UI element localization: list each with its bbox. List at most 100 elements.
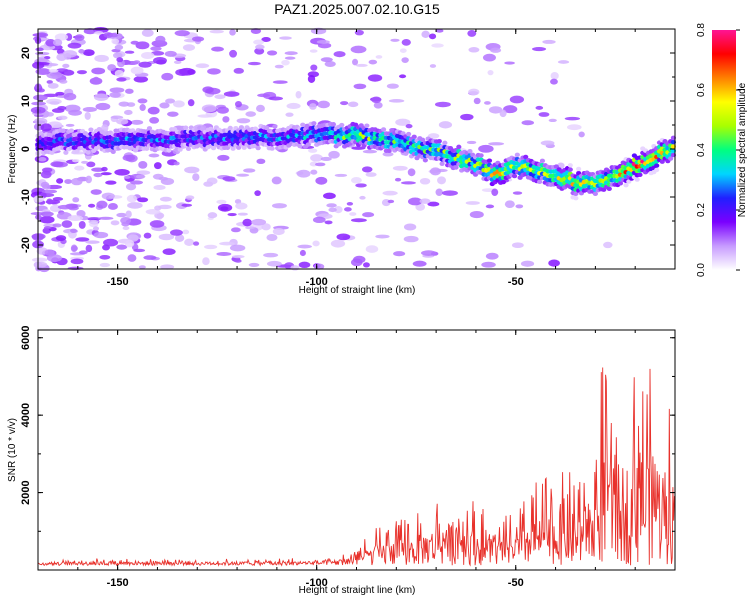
heatmap-noise-cell	[299, 249, 306, 257]
heatmap-ridge-cell	[255, 145, 261, 151]
heatmap-noise-cell	[363, 262, 370, 268]
heatmap-ridge-cell	[654, 163, 660, 168]
heatmap-noise-cell	[74, 165, 85, 171]
heatmap-ridge-cell	[486, 158, 493, 163]
heatmap-ridge-cell	[380, 127, 387, 132]
heatmap-y-tick-label: 0	[20, 146, 32, 152]
heatmap-noise-cell	[394, 177, 402, 182]
heatmap-noise-cell	[285, 112, 294, 117]
heatmap-noise-cell	[62, 63, 70, 68]
heatmap-noise-cell	[85, 175, 92, 184]
heatmap-noise-cell	[150, 46, 162, 51]
heatmap-ridge-cell	[297, 143, 303, 149]
heatmap-noise-cell	[35, 51, 50, 56]
heatmap-noise-cell	[72, 197, 80, 203]
heatmap-noise-cell	[174, 234, 185, 242]
heatmap-noise-cell	[375, 55, 383, 59]
heatmap-noise-cell	[96, 200, 108, 209]
heatmap-noise-cell	[438, 121, 453, 129]
heatmap-noise-cell	[328, 150, 340, 159]
heatmap-noise-cell	[35, 47, 44, 52]
heatmap-y-axis-label: Frequency (Hz)	[7, 115, 18, 184]
heatmap-noise-cell	[261, 37, 271, 42]
heatmap-noise-cell	[165, 98, 176, 104]
heatmap-noise-cell	[44, 249, 55, 256]
heatmap-noise-cell	[401, 57, 409, 63]
heatmap-noise-cell	[46, 254, 62, 263]
heatmap-noise-cell	[481, 261, 496, 268]
heatmap-noise-cell	[403, 223, 417, 231]
heatmap-noise-cell	[154, 205, 162, 211]
heatmap-noise-cell	[35, 32, 49, 38]
heatmap-noise-cell	[116, 57, 124, 63]
heatmap-noise-cell	[136, 170, 151, 175]
heatmap-ridge-cell	[637, 172, 643, 178]
heatmap-ridge-cell	[60, 128, 66, 133]
heatmap-noise-cell	[542, 39, 556, 44]
heatmap-noise-cell	[94, 30, 104, 35]
heatmap-noise-cell	[419, 198, 431, 204]
heatmap-noise-cell	[56, 53, 67, 61]
heatmap-noise-cell	[352, 58, 359, 66]
heatmap-noise-cell	[460, 113, 474, 121]
heatmap-noise-cell	[336, 233, 351, 241]
heatmap-noise-cell	[243, 168, 256, 173]
heatmap-noise-cell	[74, 34, 85, 41]
heatmap-noise-cell	[109, 33, 118, 38]
snr-y-tick-label: 6000	[20, 325, 32, 349]
heatmap-ridge-cell	[227, 125, 233, 131]
heatmap-ridge-cell	[573, 191, 579, 197]
heatmap-noise-cell	[217, 154, 230, 161]
heatmap-noise-cell	[127, 202, 143, 209]
heatmap-y-tick-label: 20	[20, 47, 32, 59]
heatmap-noise-cell	[350, 45, 367, 54]
heatmap-noise-cell	[263, 252, 279, 258]
heatmap-noise-cell	[93, 172, 103, 178]
heatmap-ridge-cell	[272, 124, 278, 129]
heatmap-noise-cell	[38, 193, 55, 198]
heatmap-noise-cell	[83, 28, 97, 35]
heatmap-noise-cell	[63, 92, 77, 101]
heatmap-noise-cell	[222, 176, 236, 182]
heatmap-noise-cell	[33, 94, 48, 101]
heatmap-noise-cell	[401, 38, 411, 46]
heatmap-noise-cell	[173, 60, 182, 64]
heatmap-noise-cell	[167, 111, 179, 117]
heatmap-noise-cell	[387, 199, 395, 204]
heatmap-ridge-cell	[567, 167, 573, 172]
heatmap-noise-cell	[114, 69, 124, 78]
heatmap-noise-cell	[75, 237, 90, 242]
heatmap-noise-cell	[248, 61, 261, 66]
heatmap-ridge-cell	[210, 145, 217, 151]
heatmap-noise-cell	[227, 212, 237, 217]
heatmap-noise-cell	[136, 174, 146, 179]
heatmap-noise-cell	[482, 53, 496, 62]
heatmap-noise-cell	[181, 203, 193, 207]
heatmap-noise-cell	[310, 169, 318, 175]
heatmap-noise-cell	[160, 264, 175, 270]
heatmap-noise-cell	[211, 46, 224, 52]
heatmap-noise-cell	[92, 226, 100, 231]
heatmap-ridge-cell	[623, 182, 629, 188]
colorbar-tick-label: 0.8	[696, 23, 707, 37]
heatmap-noise-cell	[46, 71, 63, 79]
heatmap-ridge-cell	[88, 127, 94, 132]
heatmap-noise-cell	[548, 118, 557, 123]
heatmap-noise-cell	[46, 198, 53, 205]
heatmap-noise-cell	[421, 30, 430, 38]
heatmap-noise-cell	[153, 162, 162, 170]
heatmap-y-tick-label: -20	[20, 237, 32, 253]
heatmap-noise-cell	[185, 195, 195, 200]
heatmap-noise-cell	[373, 101, 383, 109]
heatmap-noise-cell	[390, 38, 400, 42]
heatmap-noise-cell	[55, 235, 67, 242]
heatmap-noise-cell	[242, 218, 253, 227]
heatmap-noise-cell	[61, 220, 73, 228]
heatmap-noise-cell	[344, 207, 352, 212]
heatmap-noise-cell	[279, 36, 292, 40]
heatmap-noise-cell	[295, 90, 302, 99]
heatmap-noise-cell	[490, 47, 502, 53]
heatmap-ridge-cell	[539, 158, 546, 164]
heatmap-ridge-cell	[573, 195, 579, 201]
